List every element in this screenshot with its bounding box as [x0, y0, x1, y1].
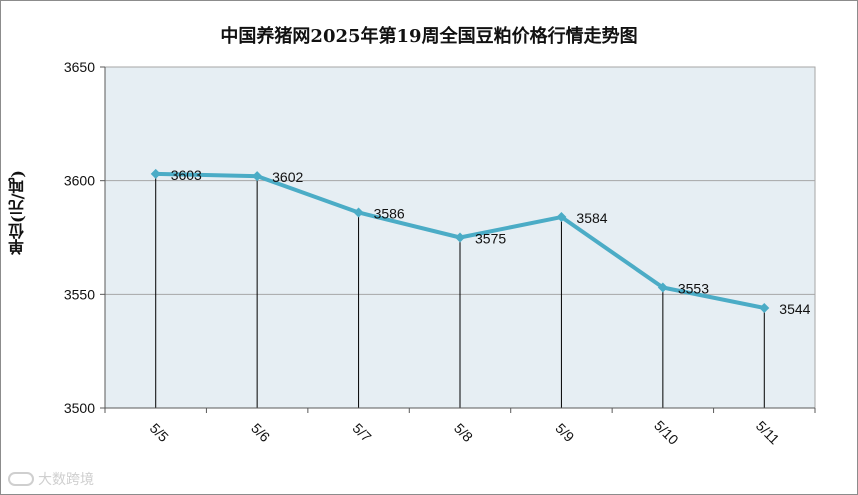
y-tick-labels: 3500 3550 3600 3650 — [64, 59, 95, 416]
data-label: 3575 — [475, 231, 506, 247]
x-tick-labels: 5/5 5/6 5/7 5/8 5/9 5/10 5/11 — [147, 417, 783, 448]
data-label: 3553 — [678, 281, 709, 297]
x-tick-label: 5/5 — [147, 420, 172, 445]
watermark: 大数跨境 — [8, 469, 94, 489]
x-tick-label: 5/8 — [451, 420, 476, 445]
y-tick-label: 3500 — [64, 400, 95, 416]
markers — [150, 168, 770, 313]
data-label: 3602 — [272, 169, 303, 185]
drop-lines — [155, 173, 765, 408]
x-tick-label: 5/6 — [248, 420, 273, 445]
chart-title: 中国养猪网2025年第19周全国豆粕价格行情走势图 — [220, 26, 638, 47]
data-label: 3544 — [779, 301, 810, 317]
data-point-marker — [556, 212, 567, 223]
watermark-logo-icon — [8, 472, 34, 486]
watermark-text: 大数跨境 — [38, 472, 94, 488]
x-tick-label: 5/7 — [350, 420, 375, 445]
x-tick-label: 5/10 — [651, 417, 682, 448]
data-labels: 3603 3602 3586 3575 3584 3553 3544 — [171, 167, 811, 317]
y-tick-label: 3600 — [64, 173, 95, 189]
x-tick-label: 5/9 — [552, 420, 577, 445]
data-point-marker — [150, 168, 161, 179]
axes — [100, 66, 816, 413]
data-label: 3584 — [576, 210, 607, 226]
data-point-marker — [353, 207, 364, 218]
data-point-marker — [252, 171, 263, 182]
y-tick-label: 3650 — [64, 59, 95, 75]
data-label: 3586 — [374, 205, 405, 221]
data-point-marker — [657, 282, 668, 293]
data-label: 3603 — [171, 167, 202, 183]
data-point-marker — [455, 232, 465, 243]
data-point-marker — [759, 302, 770, 313]
y-tick-label: 3550 — [64, 286, 95, 302]
x-tick-label: 5/11 — [753, 418, 783, 448]
